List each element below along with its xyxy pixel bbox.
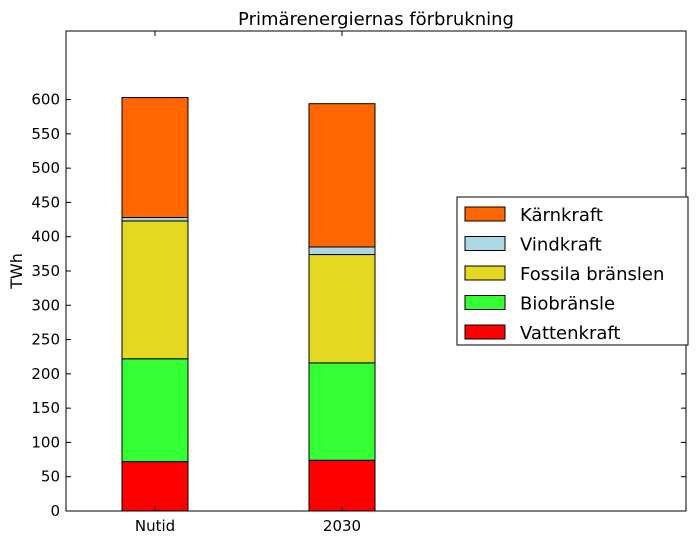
legend-label: Fossila bränslen xyxy=(520,264,664,285)
legend-swatch xyxy=(464,206,506,222)
x-tick-label: Nutid xyxy=(135,517,175,535)
y-tick-label: 100 xyxy=(31,433,60,451)
bar-segment-vindkraft-nutid xyxy=(121,217,189,222)
y-tick-label: 350 xyxy=(31,262,60,280)
y-tick-label: 600 xyxy=(31,91,60,109)
x-tick-label: 2030 xyxy=(323,517,361,535)
y-tick-label: 150 xyxy=(31,399,60,417)
legend-swatch xyxy=(464,265,506,281)
y-axis-ticks: 0 50 100 150 200 250 300 350 400 450 500 550 600 xyxy=(31,91,686,520)
y-tick-label: 500 xyxy=(31,159,60,177)
y-tick-label: 50 xyxy=(41,468,60,486)
y-tick-label: 200 xyxy=(31,365,60,383)
y-tick-label: 250 xyxy=(31,331,60,349)
y-tick-label: 300 xyxy=(31,296,60,314)
legend: Kärnkraft Vindkraft Fossila bränslen Biobrä… xyxy=(456,196,689,346)
legend-label: Kärnkraft xyxy=(520,205,603,226)
y-tick-label: 0 xyxy=(50,502,60,520)
y-tick-label: 550 xyxy=(31,125,60,143)
legend-label: Vindkraft xyxy=(520,235,602,256)
bar-segment-vattenkraft-nutid xyxy=(121,461,189,512)
legend-swatch xyxy=(464,295,506,310)
bar-segment-biobr-nsle-nutid xyxy=(121,358,189,463)
bar-segment-k-rnkraft-nutid xyxy=(121,97,189,219)
bars-group xyxy=(121,97,376,512)
legend-swatch xyxy=(464,236,506,251)
legend-label: Vattenkraft xyxy=(520,323,620,344)
y-axis-label: TWh xyxy=(7,253,26,290)
bar-segment-k-rnkraft-2030 xyxy=(308,103,376,248)
bar-segment-biobr-nsle-2030 xyxy=(308,362,376,461)
bar-segment-fossila-br-nslen-2030 xyxy=(308,254,376,364)
legend-swatch xyxy=(464,324,506,340)
y-tick-label: 400 xyxy=(31,228,60,246)
legend-label: Biobränsle xyxy=(520,294,615,315)
x-axis-ticks: Nutid 2030 xyxy=(135,31,361,535)
bar-segment-vindkraft-2030 xyxy=(308,246,376,256)
y-tick-label: 450 xyxy=(31,193,60,211)
bar-segment-fossila-br-nslen-nutid xyxy=(121,220,189,360)
bar-segment-vattenkraft-2030 xyxy=(308,459,376,512)
chart-title: Primärenergiernas förbrukning xyxy=(238,9,514,30)
